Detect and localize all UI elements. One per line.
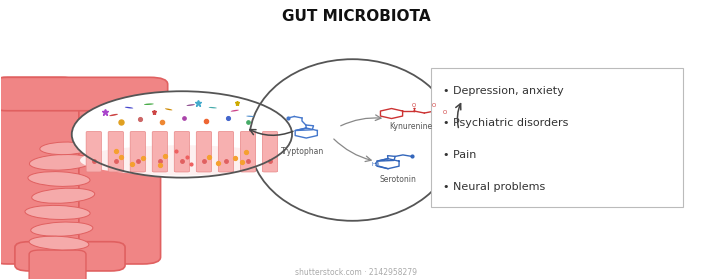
FancyBboxPatch shape	[219, 131, 234, 172]
Text: Tryptophan: Tryptophan	[281, 147, 324, 156]
Ellipse shape	[80, 145, 284, 176]
Ellipse shape	[40, 142, 90, 155]
Text: • Psychiatric disorders: • Psychiatric disorders	[444, 118, 569, 128]
Text: shutterstock.com · 2142958279: shutterstock.com · 2142958279	[295, 267, 417, 277]
FancyBboxPatch shape	[241, 131, 256, 172]
FancyBboxPatch shape	[431, 67, 683, 207]
Circle shape	[72, 91, 292, 178]
Ellipse shape	[231, 110, 239, 112]
FancyBboxPatch shape	[79, 97, 161, 264]
Text: Serotonin: Serotonin	[379, 175, 417, 184]
Text: Kynurenine: Kynurenine	[389, 122, 432, 131]
Ellipse shape	[32, 188, 95, 203]
Text: O: O	[412, 103, 417, 108]
Ellipse shape	[109, 114, 118, 116]
Text: • Pain: • Pain	[444, 150, 477, 160]
FancyBboxPatch shape	[152, 131, 167, 172]
FancyBboxPatch shape	[108, 131, 123, 172]
FancyBboxPatch shape	[174, 131, 189, 172]
Text: • Neural problems: • Neural problems	[444, 182, 545, 192]
Ellipse shape	[165, 108, 172, 110]
Ellipse shape	[31, 222, 93, 236]
Ellipse shape	[246, 116, 254, 117]
Ellipse shape	[144, 103, 154, 105]
Text: • Depression, anxiety: • Depression, anxiety	[444, 86, 564, 96]
FancyBboxPatch shape	[263, 131, 278, 172]
FancyBboxPatch shape	[507, 124, 545, 151]
Ellipse shape	[25, 206, 90, 220]
Text: O: O	[432, 103, 436, 108]
Ellipse shape	[457, 120, 507, 141]
Text: O: O	[443, 110, 447, 115]
Text: GUT MICROBIOTA: GUT MICROBIOTA	[282, 9, 430, 24]
FancyBboxPatch shape	[86, 131, 101, 172]
FancyBboxPatch shape	[197, 131, 211, 172]
FancyBboxPatch shape	[0, 77, 79, 264]
Ellipse shape	[249, 59, 456, 221]
Ellipse shape	[187, 104, 195, 106]
Ellipse shape	[468, 71, 578, 131]
Ellipse shape	[209, 107, 217, 108]
FancyBboxPatch shape	[130, 131, 145, 172]
Ellipse shape	[29, 155, 93, 170]
FancyBboxPatch shape	[29, 250, 86, 280]
FancyBboxPatch shape	[15, 242, 125, 271]
Ellipse shape	[125, 107, 133, 109]
FancyBboxPatch shape	[0, 77, 168, 111]
Ellipse shape	[29, 236, 89, 250]
Ellipse shape	[28, 172, 90, 186]
Text: HO: HO	[372, 162, 379, 167]
